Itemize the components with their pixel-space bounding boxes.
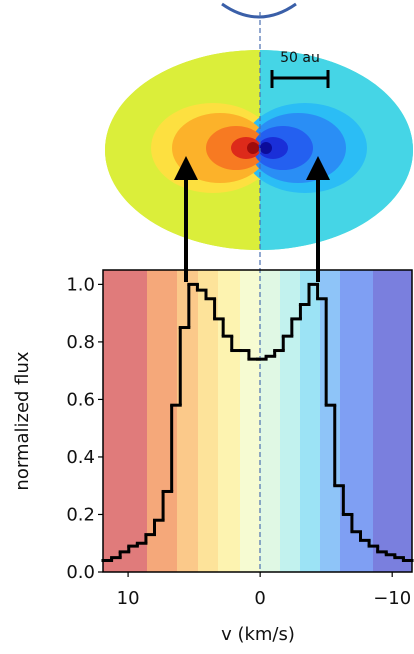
y-tick-label: 0.2 bbox=[66, 504, 95, 525]
x-tick-label: −10 bbox=[373, 588, 411, 609]
x-axis-label: v (km/s) bbox=[221, 624, 295, 645]
y-tick-label: 0.8 bbox=[66, 332, 95, 353]
scale-label: 50 au bbox=[280, 50, 320, 66]
y-tick-label: 0.4 bbox=[66, 447, 95, 468]
y-tick-label: 0.0 bbox=[66, 562, 95, 583]
disk bbox=[105, 50, 413, 250]
y-tick-label: 0.6 bbox=[66, 389, 95, 410]
y-tick-label: 1.0 bbox=[66, 274, 95, 295]
x-tick-label: 0 bbox=[254, 588, 265, 609]
rotation-arrow bbox=[221, 2, 297, 19]
y-axis-label: normalized flux bbox=[12, 351, 33, 490]
plot-frame bbox=[102, 269, 413, 573]
plot bbox=[101, 282, 414, 562]
velocity-bands bbox=[103, 270, 412, 572]
x-tick-label: 10 bbox=[117, 588, 140, 609]
